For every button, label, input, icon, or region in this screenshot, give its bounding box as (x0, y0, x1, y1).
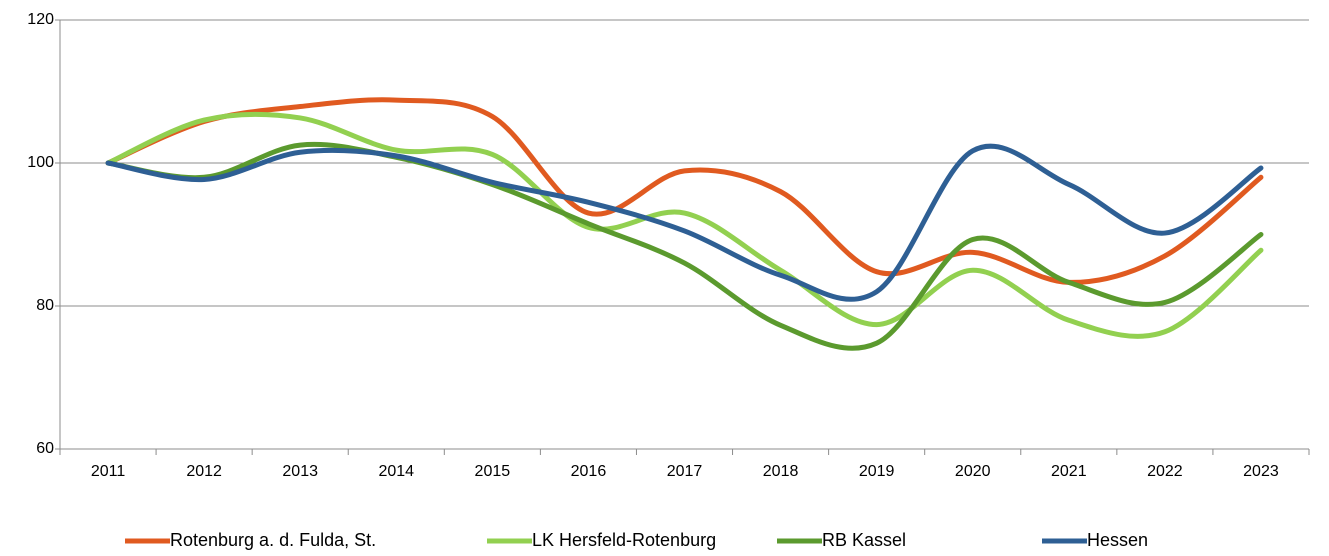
x-tick-label: 2023 (1243, 463, 1279, 480)
x-tick-label: 2017 (667, 463, 703, 480)
line (105, 111, 1264, 339)
line (105, 141, 1264, 351)
x-tick-label: 2014 (378, 463, 414, 480)
x-tick-label: 2013 (282, 463, 318, 480)
legend-label: LK Hersfeld-Rotenburg (532, 530, 716, 550)
line (105, 97, 1264, 285)
y-tick-label: 80 (36, 297, 54, 314)
x-tick-label: 2021 (1051, 463, 1087, 480)
legend-label: Hessen (1087, 530, 1148, 550)
y-tick-label: 100 (27, 154, 54, 171)
x-tick-label: 2012 (186, 463, 222, 480)
x-tick-label: 2019 (859, 463, 895, 480)
line (105, 143, 1264, 302)
legend-label: Rotenburg a. d. Fulda, St. (170, 530, 376, 550)
x-tick-label: 2018 (763, 463, 799, 480)
x-tick-label: 2015 (475, 463, 511, 480)
y-tick-label: 120 (27, 11, 54, 28)
x-tick-label: 2011 (91, 463, 126, 480)
y-tick-label: 60 (36, 440, 54, 457)
legend-label: RB Kassel (822, 530, 906, 550)
x-tick-label: 2016 (571, 463, 607, 480)
x-tick-label: 2022 (1147, 463, 1183, 480)
x-tick-label: 2020 (955, 463, 991, 480)
